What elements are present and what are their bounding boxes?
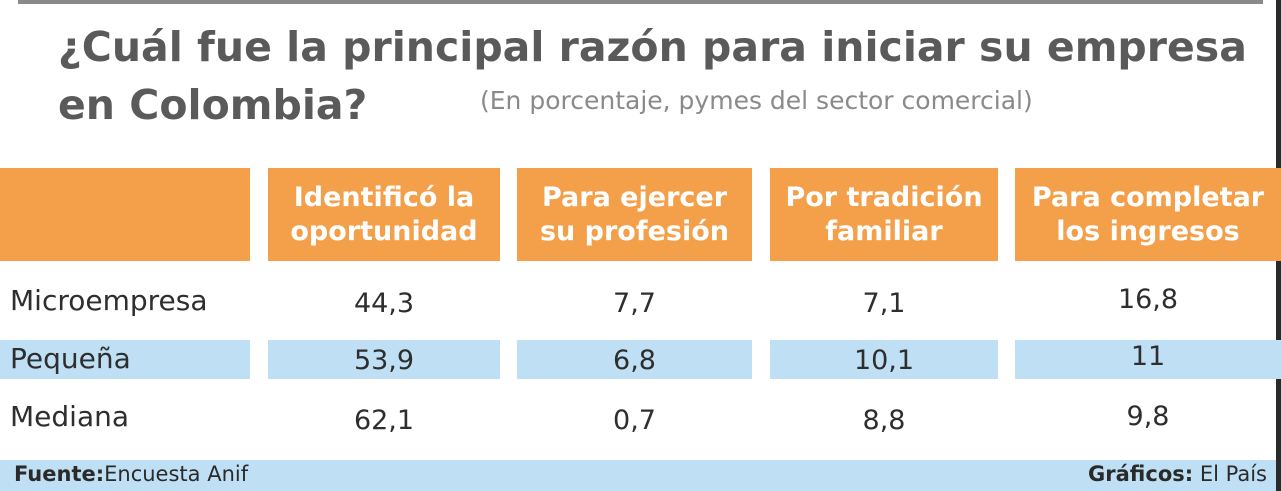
credit-note: Gráficos: El País (1088, 462, 1267, 486)
column-header-4-line-1: Para completar (1031, 181, 1265, 213)
column-header-3: Por tradición familiar (770, 168, 998, 261)
row-stripe-col-1 (268, 340, 500, 379)
table-cell: 62,1 (353, 405, 415, 436)
source-label: Fuente: (14, 462, 105, 486)
chart-title: ¿Cuál fue la principal razón para inicia… (58, 18, 1258, 134)
chart-subtitle: (En porcentaje, pymes del sector comerci… (480, 86, 1033, 115)
table-cell: 9,8 (1126, 401, 1170, 432)
chart-title-line-1: ¿Cuál fue la principal razón para inicia… (58, 23, 1247, 71)
column-header-1-line-1: Identificó la (293, 181, 475, 213)
row-stripe-col-4 (1015, 340, 1281, 379)
table-cell: 7,7 (613, 288, 656, 319)
table-cell: 7,1 (862, 288, 906, 319)
table-cell: 10,1 (853, 345, 915, 376)
table-cell: 0,7 (613, 405, 656, 436)
column-header-2: Para ejercer su profesión (517, 168, 752, 261)
column-header-2-line-2: su profesión (539, 215, 730, 247)
table-cell: 6,8 (613, 345, 656, 376)
header-corner-cell (0, 168, 250, 261)
footer-bar (0, 460, 1276, 491)
column-header-4-line-2: los ingresos (1056, 215, 1240, 247)
table-cell: 8,8 (862, 405, 906, 436)
column-header-4: Para completar los ingresos (1015, 168, 1281, 261)
table-cell: 44,3 (353, 288, 415, 319)
row-label-microempresa: Microempresa (10, 284, 208, 317)
row-label-mediana: Mediana (10, 400, 129, 433)
row-label-pequena: Pequeña (10, 342, 131, 375)
source-text: Encuesta Anif (104, 462, 249, 486)
top-rule (18, 0, 1263, 4)
chart-title-line-2: en Colombia? (58, 81, 368, 129)
column-header-3-line-1: Por tradición (785, 181, 983, 213)
table-cell: 11 (1130, 341, 1166, 372)
credit-text: El País (1199, 462, 1267, 486)
column-header-2-line-1: Para ejercer (541, 181, 728, 213)
row-stripe-col-3 (770, 340, 998, 379)
credit-label: Gráficos: (1088, 462, 1194, 486)
column-header-3-line-2: familiar (825, 215, 943, 247)
source-note: Fuente:Encuesta Anif (14, 462, 248, 486)
row-stripe-label (0, 340, 250, 379)
table-cell: 53,9 (353, 345, 415, 376)
column-header-1: Identificó la oportunidad (268, 168, 500, 261)
row-stripe-col-2 (517, 340, 752, 379)
column-header-1-line-2: oportunidad (290, 215, 478, 247)
table-cell: 16,8 (1117, 284, 1179, 315)
